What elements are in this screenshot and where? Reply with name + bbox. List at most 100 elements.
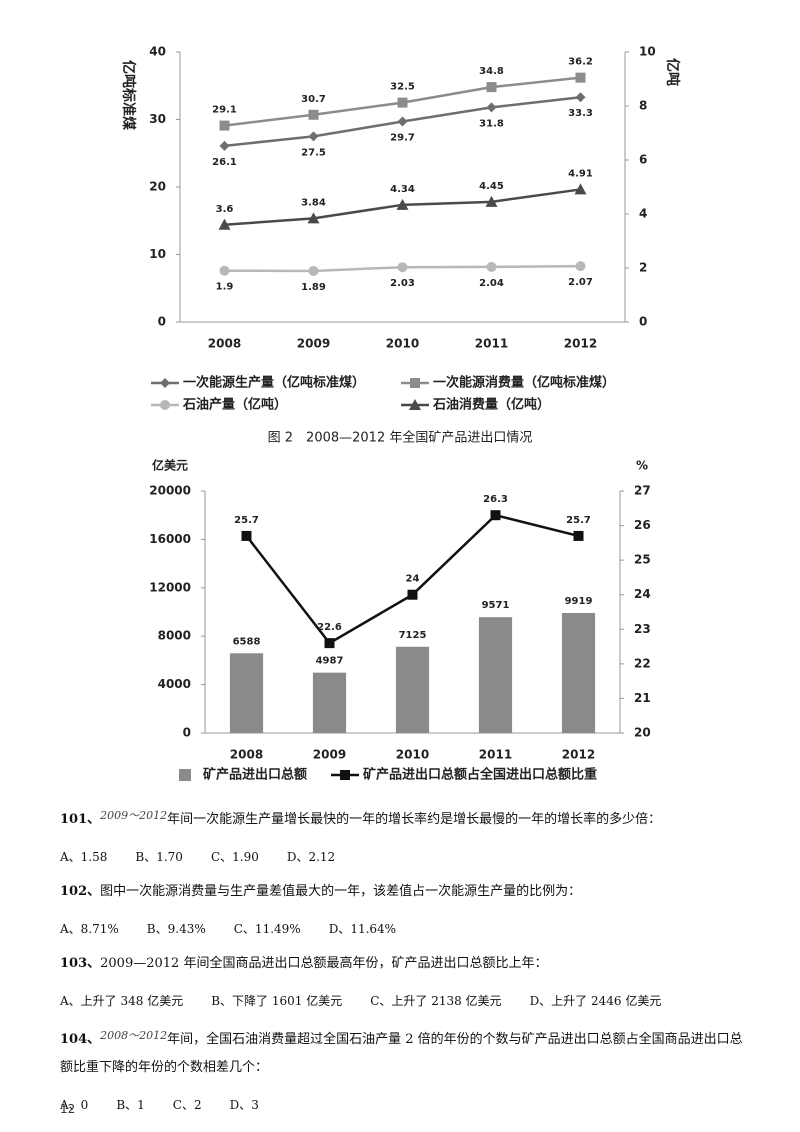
y-tick-label: 16000	[149, 532, 191, 546]
legend-label: 矿产品进出口总额占全国进出口总额比重	[363, 767, 597, 783]
x-tick-label: 2012	[564, 337, 597, 351]
y-tick-label: 20000	[149, 484, 191, 498]
x-tick-label: 2011	[479, 748, 512, 762]
y2-tick-label: 24	[634, 587, 651, 601]
question: 101、2009～2012年间一次能源生产量增长最快的一年的增长率约是增长最慢的…	[60, 802, 750, 834]
data-label: 24	[406, 574, 420, 585]
data-label: 34.8	[479, 66, 504, 77]
option: B、下降了 1601 亿美元	[211, 994, 343, 1008]
option: B、9.43%	[146, 922, 206, 936]
legend-marker	[340, 770, 350, 780]
point	[396, 198, 409, 210]
point	[308, 265, 319, 276]
data-label: 3.6	[216, 204, 234, 215]
data-label: 29.7	[390, 133, 415, 144]
option: C、1.90	[210, 850, 259, 864]
point	[219, 140, 230, 151]
option: A、0	[60, 1098, 89, 1112]
y2-tick-label: 0	[639, 315, 647, 329]
x-tick-label: 2009	[297, 337, 330, 351]
option: C、2	[172, 1098, 202, 1112]
chart-title: 图 2 2008—2012 年全国矿产品进出口情况	[268, 430, 533, 446]
data-label: 36.2	[568, 57, 593, 68]
data-label: 31.8	[479, 118, 504, 129]
x-tick-label: 2008	[208, 337, 241, 351]
option: D、2.12	[286, 850, 336, 864]
y-tick-label: 40	[149, 45, 166, 59]
legend-label: 矿产品进出口总额	[203, 767, 307, 783]
question-text: 年间一次能源生产量增长最快的一年的增长率约是增长最慢的一年的增长率的多少倍：	[167, 812, 662, 827]
point	[573, 530, 584, 541]
point	[490, 510, 501, 521]
y-tick-label: 20	[149, 180, 166, 194]
option: D、3	[229, 1098, 259, 1112]
question-text: 2009—2012 年间全国商品进出口总额最高年份，矿产品进出口总额比上年：	[100, 956, 548, 971]
y-tick-label: 4000	[158, 677, 191, 691]
legend-label: 一次能源生产量（亿吨标准煤）	[183, 375, 365, 391]
data-label: 2.07	[568, 277, 593, 288]
question-number: 104、	[60, 1032, 101, 1047]
legend-marker	[410, 378, 420, 388]
option: D、上升了 2446 亿美元	[529, 994, 662, 1008]
axis-label: 亿美元	[152, 458, 188, 473]
data-label: 1.89	[301, 282, 326, 293]
y2-tick-label: 6	[639, 153, 647, 167]
point	[219, 265, 230, 276]
y-tick-label: 12000	[149, 580, 191, 594]
option: B、1.70	[135, 850, 183, 864]
question-years: 2008～2012	[100, 1029, 168, 1042]
x-tick-label: 2008	[230, 748, 263, 762]
question-number: 101、	[60, 812, 101, 827]
bar	[478, 617, 513, 733]
x-tick-label: 2010	[386, 337, 419, 351]
axis-label: 亿吨	[664, 58, 681, 86]
options: A、8.71% B、9.43% C、11.49% D、11.64%	[60, 918, 750, 940]
question: 104、2008～2012年间，全国石油消费量超过全国石油产量 2 倍的年份的个…	[60, 1022, 750, 1082]
data-label: 1.9	[216, 282, 234, 293]
point	[575, 261, 586, 272]
legend-label: 石油产量（亿吨）	[182, 397, 287, 413]
option: A、8.71%	[60, 922, 119, 936]
y2-tick-label: 2	[639, 261, 647, 275]
point	[308, 131, 319, 142]
point	[575, 72, 586, 83]
y2-tick-label: 27	[634, 484, 651, 498]
question: 102、图中一次能源消费量与生产量差值最大的一年，该差值占一次能源生产量的比例为…	[60, 878, 750, 906]
point	[486, 261, 497, 272]
legend-label: 一次能源消费量（亿吨标准煤）	[433, 375, 615, 391]
data-label: 9571	[482, 600, 510, 611]
data-label: 30.7	[301, 94, 326, 105]
question: 103、2009—2012 年间全国商品进出口总额最高年份，矿产品进出口总额比上…	[60, 950, 750, 978]
y2-tick-label: 23	[634, 622, 651, 636]
data-label: 4.91	[568, 168, 593, 179]
bar	[229, 653, 264, 733]
option: A、上升了 348 亿美元	[60, 994, 184, 1008]
data-label: 4.34	[390, 184, 415, 195]
point	[574, 183, 587, 195]
y2-tick-label: 25	[634, 553, 651, 567]
point	[485, 195, 498, 207]
legend-marker	[409, 399, 421, 410]
point	[407, 589, 418, 600]
legend-swatch	[179, 769, 191, 781]
point	[241, 530, 252, 541]
axis-label: 亿吨标准煤	[120, 60, 137, 131]
bar	[395, 646, 430, 733]
point	[397, 262, 408, 273]
question-number: 103、	[60, 956, 101, 971]
y2-tick-label: 8	[639, 99, 647, 113]
data-label: 29.1	[212, 105, 237, 116]
point	[397, 97, 408, 108]
data-label: 2.03	[390, 278, 415, 289]
point	[308, 109, 319, 120]
y2-tick-label: 21	[634, 691, 651, 705]
options: A、1.58 B、1.70 C、1.90 D、2.12	[60, 846, 750, 868]
point	[218, 218, 231, 230]
data-label: 25.7	[234, 515, 259, 526]
option: C、上升了 2138 亿美元	[370, 994, 502, 1008]
y2-tick-label: 4	[639, 207, 647, 221]
data-label: 9919	[565, 596, 593, 607]
data-label: 2.04	[479, 278, 504, 289]
